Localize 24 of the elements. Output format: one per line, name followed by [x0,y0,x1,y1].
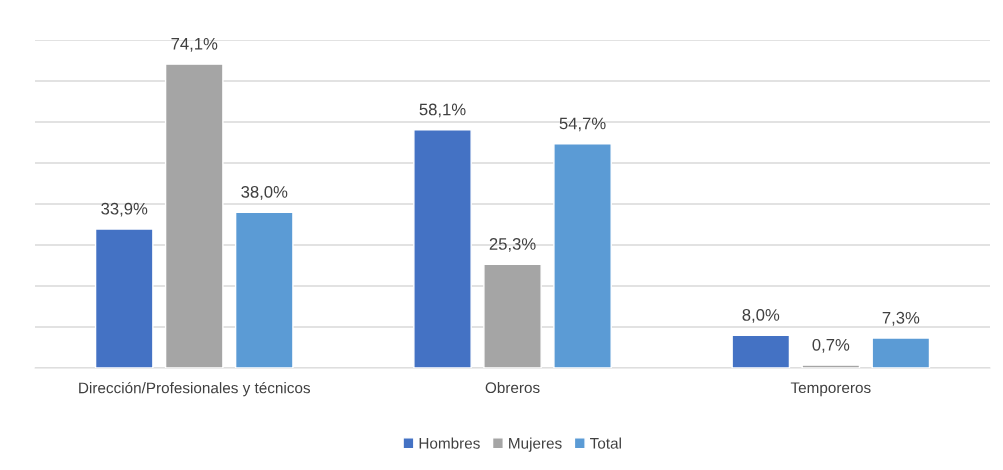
x-tick-label: Temporeros [790,382,871,397]
bar [483,263,542,369]
data-label: 33,9% [101,202,148,217]
data-label: 8,0% [742,309,780,323]
bar [801,364,861,369]
legend-label: Total [590,437,621,449]
bar [94,228,154,369]
data-label: 58,1% [419,103,466,118]
data-label: 7,3% [882,311,920,326]
bar [234,211,294,369]
legend-label: Hombres [419,437,480,449]
bar [164,63,224,369]
bar [553,143,612,369]
x-tick-label: Dirección/Profesionales y técnicos [79,381,311,397]
data-label: 38,0% [241,185,288,200]
data-label: 0,7% [812,338,850,353]
bar [731,334,791,369]
bar [413,129,472,369]
data-label: 25,3% [489,238,536,252]
legend-label: Mujeres [509,437,562,452]
bar [871,337,931,369]
data-label: 74,1% [171,38,218,52]
x-tick-label: Obreros [485,381,540,394]
data-label: 54,7% [559,117,606,132]
